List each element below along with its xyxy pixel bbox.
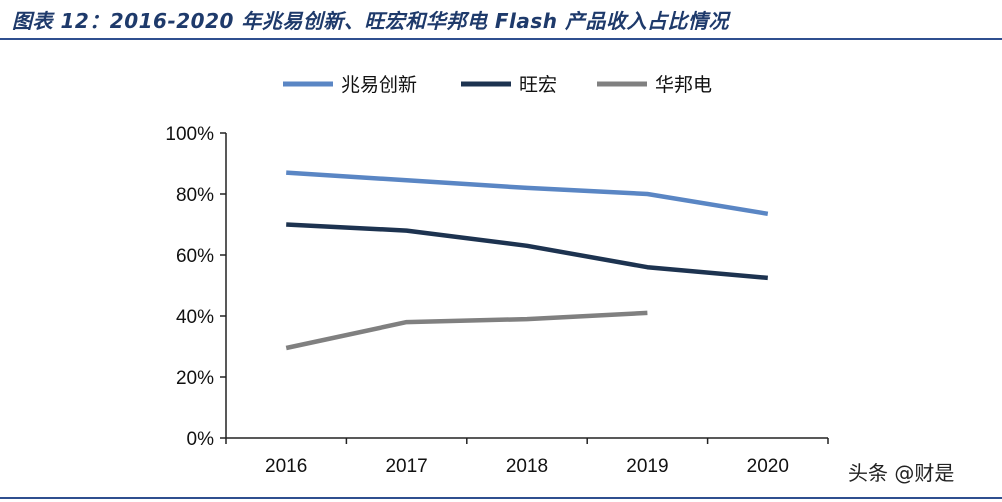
title-bar: 图表 12：2016-2020 年兆易创新、旺宏和华邦电 Flash 产品收入占… [0,0,1002,40]
y-tick-label: 60% [176,246,214,267]
legend-label-0: 兆易创新 [341,74,417,96]
x-tick-label: 2017 [385,456,427,477]
x-tick-label: 2016 [265,456,307,477]
y-tick-label: 100% [165,124,214,145]
y-tick-label: 40% [176,307,214,328]
series-line-0 [286,170,769,217]
chart-title: 图表 12：2016-2020 年兆易创新、旺宏和华邦电 Flash 产品收入占… [12,9,729,33]
series-line-2 [285,310,648,351]
legend: 兆易创新 旺宏 华邦电 [283,74,712,96]
watermark: 头条 @财是 [848,461,955,485]
legend-label-2: 华邦电 [655,74,712,96]
axes: 0% 20% 40% 60% 80% 100% 2016 2017 2018 2019 2020 [165,124,829,477]
x-tick-label: 2019 [626,456,668,477]
series-line-1 [286,222,768,281]
x-tick-label: 2018 [506,456,548,477]
y-tick-label: 0% [187,429,215,450]
y-tick-label: 80% [176,185,214,206]
bottom-rule [0,497,1002,499]
x-tick-label: 2020 [747,456,789,477]
series-lines [285,170,769,351]
legend-label-1: 旺宏 [519,74,557,96]
y-tick-label: 20% [176,368,214,389]
